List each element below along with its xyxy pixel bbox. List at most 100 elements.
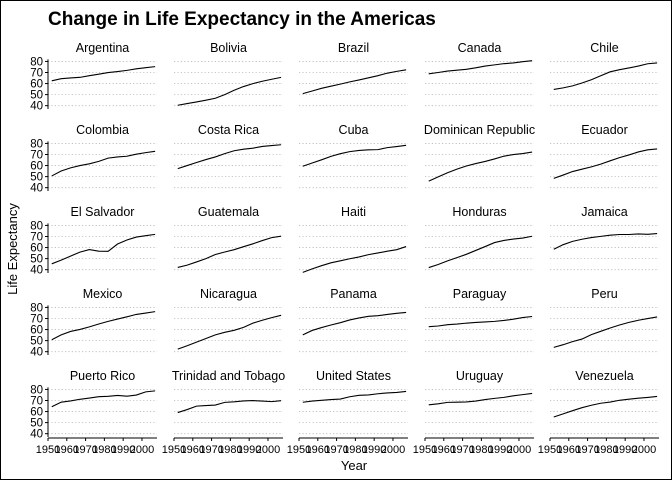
x-tick-label: 1990 bbox=[362, 444, 386, 456]
y-tick-label: 80 bbox=[30, 302, 43, 314]
facet-strip-label: Nicaragua bbox=[200, 287, 257, 301]
y-tick-label: 60 bbox=[30, 325, 43, 337]
series-line bbox=[553, 148, 658, 179]
series-line bbox=[51, 150, 156, 177]
x-tick-label: 1960 bbox=[55, 444, 79, 456]
y-tick-label: 60 bbox=[30, 79, 43, 91]
x-tick-label: 1960 bbox=[432, 444, 456, 456]
x-tick-label: 1970 bbox=[199, 444, 223, 456]
facet-strip-label: United States bbox=[316, 369, 391, 383]
y-tick-label: 50 bbox=[30, 254, 43, 266]
series-line bbox=[51, 66, 156, 82]
facet-panel: Honduras bbox=[425, 205, 534, 271]
y-tick-label: 80 bbox=[30, 138, 43, 150]
facet-panel: Nicaragua bbox=[174, 287, 283, 353]
y-tick-label: 40 bbox=[30, 101, 43, 113]
series-line bbox=[51, 311, 156, 341]
series-line bbox=[553, 395, 658, 418]
x-tick-label: 1960 bbox=[557, 444, 581, 456]
y-tick-label: 60 bbox=[30, 243, 43, 255]
x-tick-label: 1950 bbox=[287, 444, 311, 456]
facet-strip-label: Argentina bbox=[76, 41, 130, 55]
facet-strip-label: Panama bbox=[330, 287, 377, 301]
facet-strip-label: Cuba bbox=[339, 123, 369, 137]
series-line bbox=[302, 69, 407, 95]
x-tick-label: 1950 bbox=[36, 444, 60, 456]
series-line bbox=[553, 233, 658, 250]
facet-panel: Cuba bbox=[299, 123, 408, 189]
y-tick-label: 70 bbox=[30, 67, 43, 79]
x-tick-label: 1950 bbox=[538, 444, 562, 456]
facet-panel: Chile bbox=[550, 41, 659, 107]
facet-strip-label: Jamaica bbox=[581, 205, 628, 219]
facet-panel: Bolivia bbox=[174, 41, 283, 107]
x-tick-label: 1950 bbox=[162, 444, 186, 456]
facet-panel: Costa Rica bbox=[174, 123, 283, 189]
y-tick-label: 60 bbox=[30, 407, 43, 419]
x-axis-label: Year bbox=[341, 458, 368, 473]
y-tick-label: 70 bbox=[30, 395, 43, 407]
x-tick-label: 1980 bbox=[469, 444, 493, 456]
series-line bbox=[177, 314, 282, 350]
facet-strip-label: Peru bbox=[591, 287, 617, 301]
series-line bbox=[553, 62, 658, 90]
facet-strip-label: Colombia bbox=[76, 123, 129, 137]
x-tick-label: 2000 bbox=[632, 444, 656, 456]
y-axis-label: Life Expectancy bbox=[5, 203, 20, 295]
series-line bbox=[428, 60, 533, 75]
facet-strip-label: Mexico bbox=[83, 287, 123, 301]
y-tick-label: 40 bbox=[30, 265, 43, 277]
facet-strip-label: Haiti bbox=[341, 205, 366, 219]
x-tick-label: 1960 bbox=[306, 444, 330, 456]
facet-strip-label: Chile bbox=[590, 41, 619, 55]
facet-panel: Panama bbox=[299, 287, 408, 353]
x-tick-label: 1970 bbox=[575, 444, 599, 456]
y-tick-label: 80 bbox=[30, 384, 43, 396]
series-line bbox=[51, 390, 156, 408]
series-line bbox=[428, 235, 533, 269]
chart-title: Change in Life Expectancy in the America… bbox=[48, 9, 436, 30]
y-tick-label: 40 bbox=[30, 429, 43, 441]
facet-strip-label: Brazil bbox=[338, 41, 369, 55]
x-tick-label: 1990 bbox=[237, 444, 261, 456]
facet-panel: Dominican Republic bbox=[424, 123, 535, 189]
x-tick-label: 1980 bbox=[594, 444, 618, 456]
y-tick-label: 50 bbox=[30, 418, 43, 430]
y-tick-label: 50 bbox=[30, 172, 43, 184]
y-tick-label: 50 bbox=[30, 336, 43, 348]
y-tick-label: 80 bbox=[30, 220, 43, 232]
series-line bbox=[177, 235, 282, 269]
y-tick-label: 70 bbox=[30, 149, 43, 161]
facet-strip-label: Canada bbox=[458, 41, 502, 55]
facet-strip-label: Costa Rica bbox=[198, 123, 259, 137]
series-line bbox=[177, 400, 282, 414]
series-line bbox=[553, 316, 658, 348]
facet-strip-label: Venezuela bbox=[575, 369, 633, 383]
facet-strip-label: Uruguay bbox=[456, 369, 504, 383]
series-line bbox=[302, 246, 407, 273]
facet-strip-label: Dominican Republic bbox=[424, 123, 535, 137]
series-line bbox=[302, 311, 407, 336]
x-tick-label: 2000 bbox=[256, 444, 280, 456]
x-tick-label: 1980 bbox=[218, 444, 242, 456]
facet-strip-label: Honduras bbox=[452, 205, 506, 219]
facet-strip-label: Trinidad and Tobago bbox=[172, 369, 285, 383]
y-tick-label: 70 bbox=[30, 231, 43, 243]
facet-panel: Ecuador bbox=[550, 123, 659, 189]
series-line bbox=[302, 390, 407, 403]
facet-panel: Trinidad and Tobago 195019601970198019902… bbox=[162, 369, 285, 456]
facet-strip-label: Puerto Rico bbox=[70, 369, 135, 383]
series-line bbox=[428, 151, 533, 182]
series-line bbox=[51, 233, 156, 265]
x-tick-label: 1990 bbox=[111, 444, 135, 456]
x-tick-label: 1990 bbox=[613, 444, 637, 456]
y-tick-label: 40 bbox=[30, 183, 43, 195]
